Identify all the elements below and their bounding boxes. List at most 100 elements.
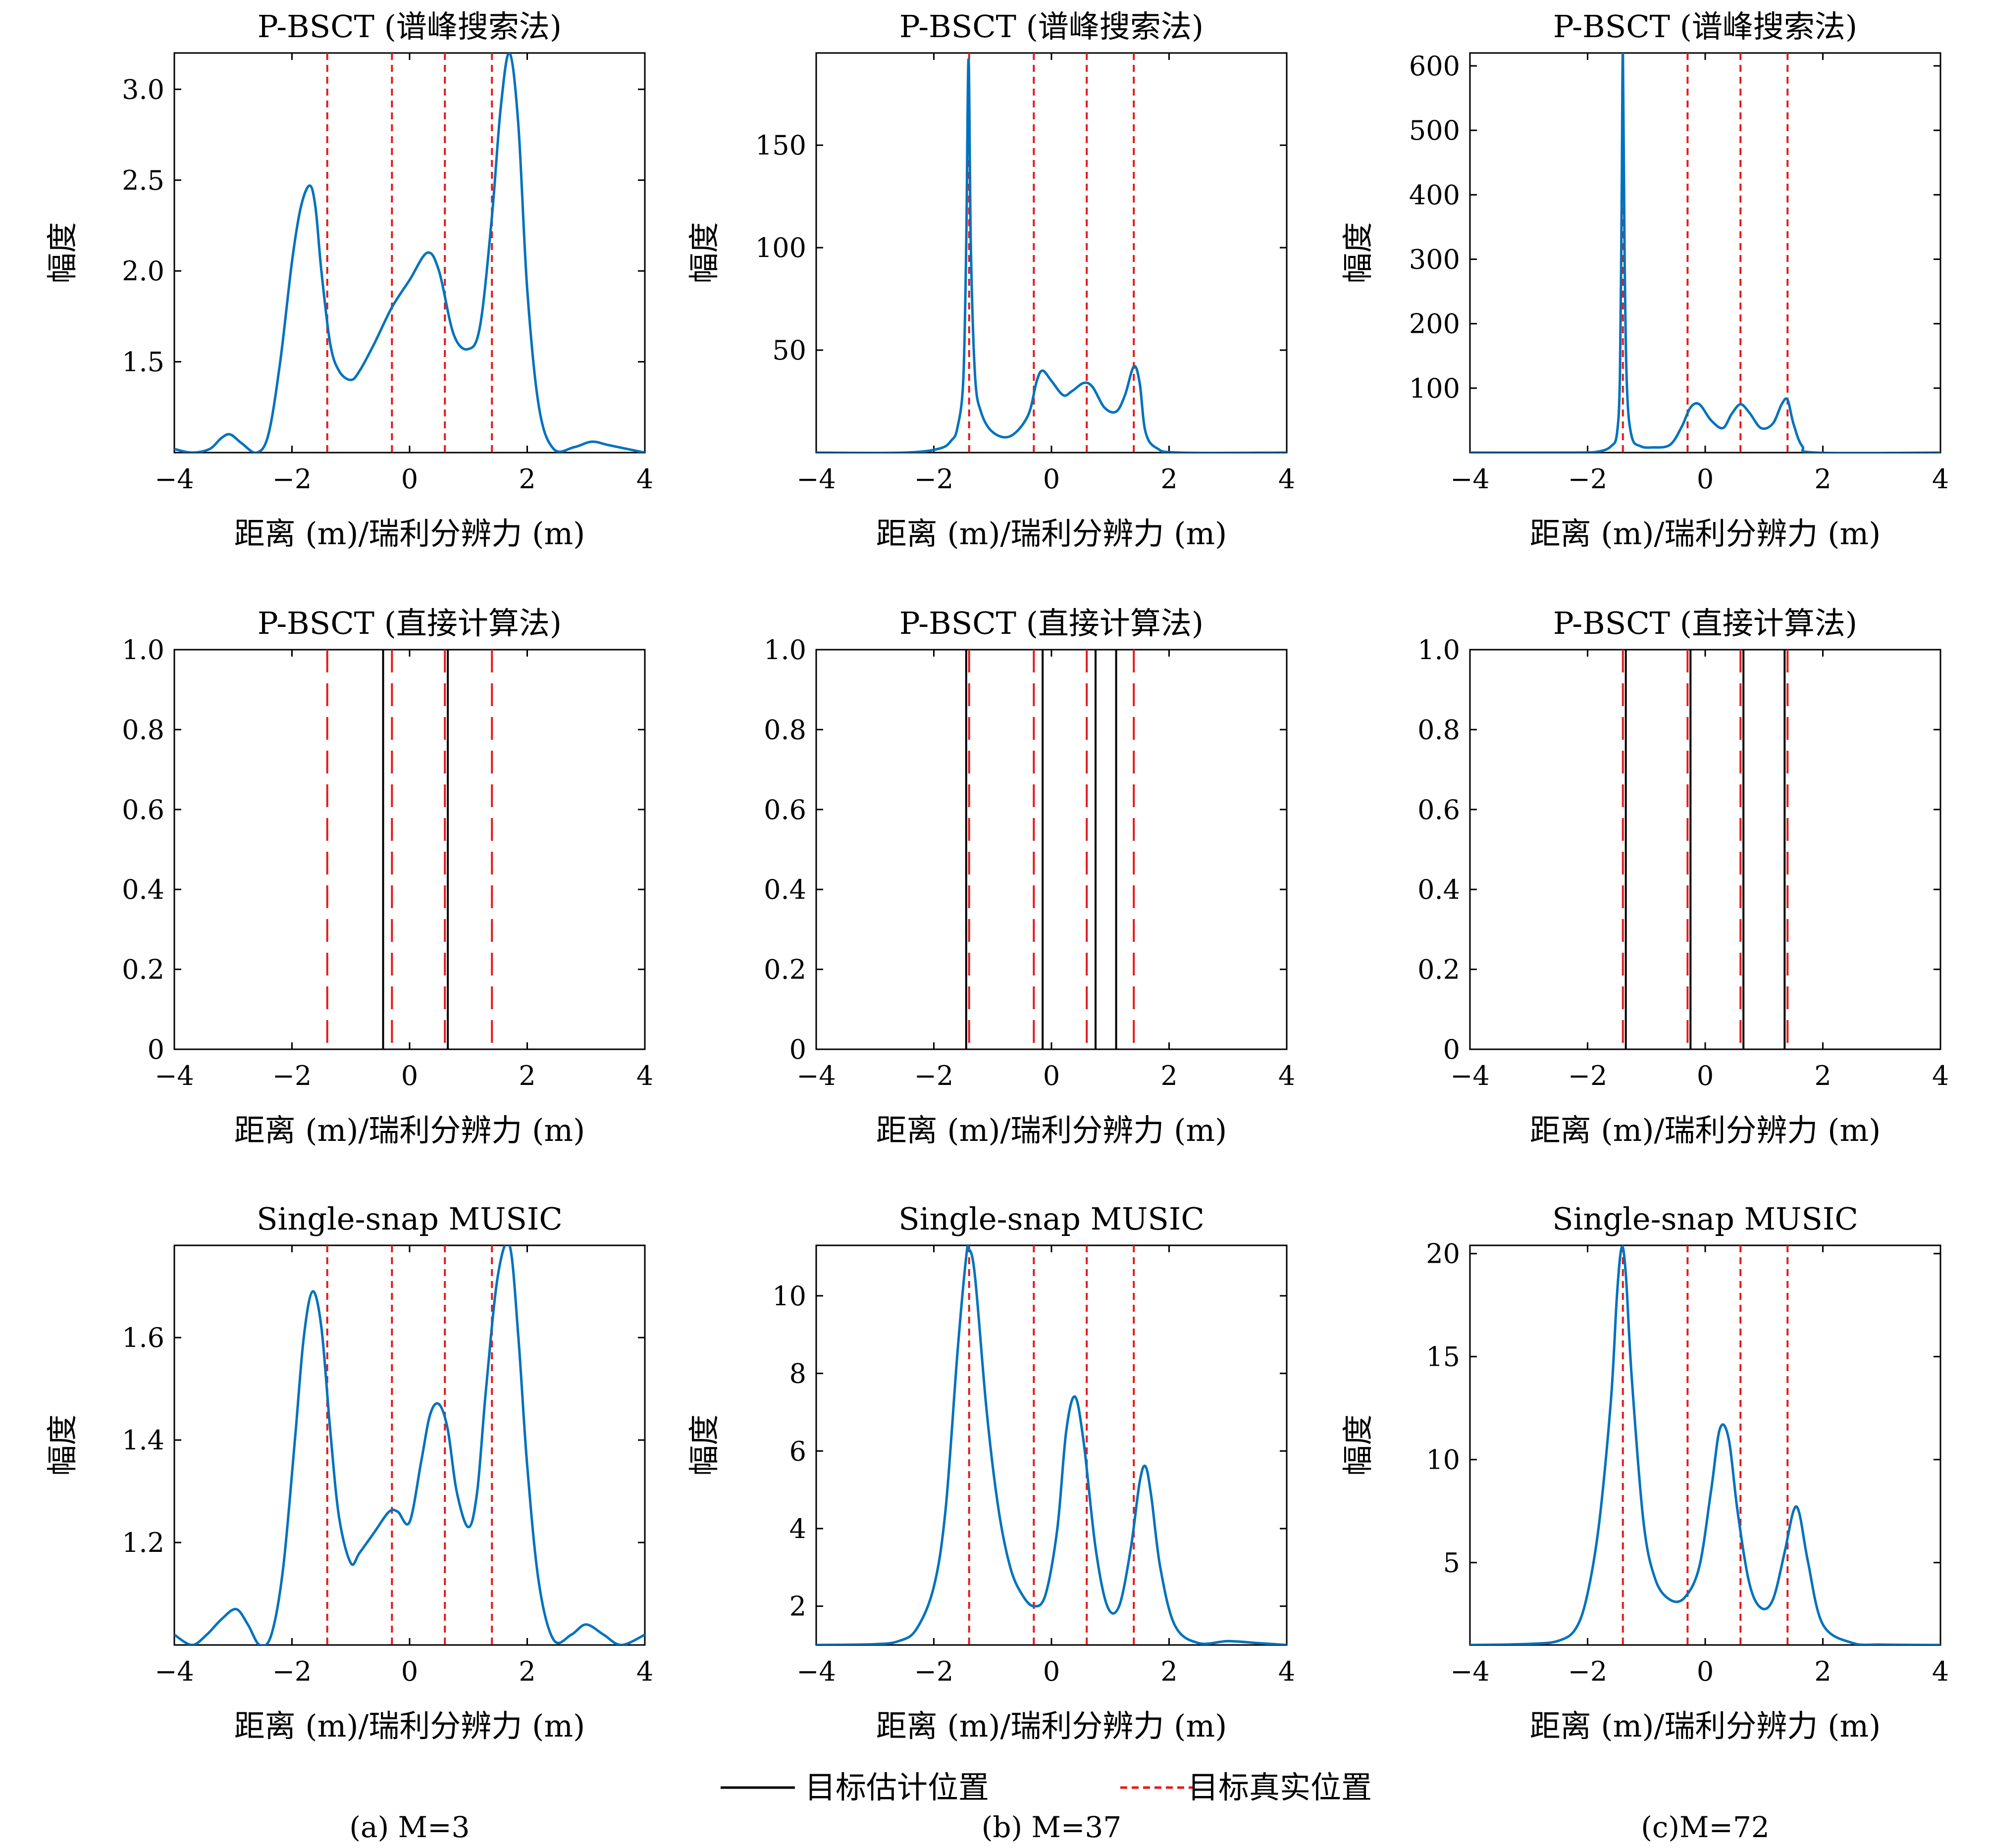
y-tick-label: 0.6 (1417, 794, 1460, 825)
y-axis-label: 幅度 (686, 1414, 722, 1476)
x-axis-label: 距离 (m)/瑞利分辨力 (m) (876, 515, 1227, 552)
x-tick-label: −4 (155, 463, 194, 495)
x-axis-label: 距离 (m)/瑞利分辨力 (m) (876, 1708, 1227, 1744)
x-axis-label: 距离 (m)/瑞利分辨力 (m) (1530, 1112, 1881, 1148)
chart-panel-2-1: −4 −2 0 2 4 2 4 6 8 10 Single-snap MUSIC 距离 (m)/瑞利分… (686, 1201, 1295, 1744)
chart-title: P-BSCT (直接计算法) (258, 605, 562, 641)
y-tick-label: 6 (789, 1436, 806, 1467)
x-axis-label: 距离 (m)/瑞利分辨力 (m) (1530, 1708, 1881, 1744)
y-tick-label: 0.4 (1417, 874, 1460, 905)
x-tick-label: −4 (1450, 1656, 1490, 1687)
x-tick-label: −2 (1568, 1060, 1608, 1091)
y-axis-label: 幅度 (1340, 222, 1376, 283)
chart-title: P-BSCT (谱峰搜索法) (1553, 8, 1857, 45)
x-tick-label: 2 (1160, 463, 1177, 495)
y-tick-label: 0.8 (1417, 714, 1460, 745)
y-tick-label: 10 (1426, 1444, 1460, 1476)
y-tick-label: 0.4 (764, 874, 806, 905)
spectrum-curve (816, 1245, 1287, 1645)
caption-c: (c)M=72 (1641, 1810, 1770, 1844)
spectrum-curve (1470, 53, 1940, 453)
caption-a: (a) M=3 (349, 1810, 470, 1844)
x-tick-label: −2 (914, 1060, 954, 1091)
y-tick-label: 0 (789, 1034, 806, 1065)
plot-frame (815, 52, 1288, 454)
y-tick-label: 4 (789, 1513, 806, 1544)
x-tick-label: 0 (1697, 1060, 1714, 1091)
x-tick-label: 4 (1932, 463, 1949, 495)
x-tick-label: −2 (1568, 1656, 1608, 1687)
x-tick-label: −2 (1568, 463, 1608, 495)
x-tick-label: 0 (401, 463, 418, 495)
x-axis-label: 距离 (m)/瑞利分辨力 (m) (234, 1112, 585, 1148)
chart-title: P-BSCT (谱峰搜索法) (899, 8, 1204, 45)
x-tick-label: −4 (796, 1656, 836, 1687)
chart-title: Single-snap MUSIC (257, 1201, 563, 1237)
plot-frame (173, 1244, 646, 1646)
y-tick-label: 5 (1443, 1547, 1460, 1579)
x-tick-label: −2 (272, 1060, 312, 1091)
x-tick-label: −4 (1450, 463, 1490, 495)
y-axis-label: 幅度 (44, 1414, 80, 1476)
plot-frame (1469, 1244, 1941, 1646)
x-tick-label: −4 (155, 1656, 194, 1687)
plot-frame (815, 1244, 1288, 1646)
x-tick-label: −4 (796, 1060, 836, 1091)
y-tick-label: 0.8 (122, 714, 164, 745)
x-axis-label: 距离 (m)/瑞利分辨力 (m) (234, 1708, 585, 1744)
y-tick-label: 1.5 (122, 347, 164, 378)
x-tick-label: 0 (1043, 1656, 1060, 1687)
y-tick-label: 100 (755, 232, 806, 263)
x-tick-label: 2 (519, 1656, 535, 1687)
legend-estimate-label: 目标估计位置 (805, 1769, 989, 1805)
x-tick-label: 0 (1697, 1656, 1714, 1687)
x-tick-label: −4 (155, 1060, 194, 1091)
y-tick-label: 8 (789, 1358, 806, 1389)
x-tick-label: −2 (272, 1656, 312, 1687)
y-tick-label: 1.6 (122, 1322, 164, 1353)
x-tick-label: −2 (914, 463, 954, 495)
x-tick-label: 0 (401, 1656, 418, 1687)
chart-panels: −4 −2 0 2 4 1.5 2.0 2.5 3.0 P-BSCT (谱峰搜索法) 距离 (m)/… (44, 8, 1949, 1744)
y-axis-label: 幅度 (686, 222, 722, 283)
legend-true-label: 目标真实位置 (1188, 1769, 1372, 1805)
y-tick-label: 100 (1409, 373, 1460, 404)
chart-panel-0-2: −4 −2 0 2 4 100 200 300 400 500 600 P-BSCT (谱峰搜索法) 距… (1340, 8, 1949, 552)
y-tick-label: 0 (148, 1034, 164, 1065)
x-tick-label: 2 (1814, 1060, 1831, 1091)
x-axis-label: 距离 (m)/瑞利分辨力 (m) (876, 1112, 1227, 1148)
y-tick-label: 15 (1426, 1341, 1460, 1373)
chart-panel-1-2: −4 −2 0 2 4 0 0.2 0.4 0.6 0.8 1.0 P-BSCT (直接计算法) 距离 … (1417, 605, 1949, 1148)
y-tick-label: 0.2 (764, 954, 806, 985)
x-axis-label: 距离 (m)/瑞利分辨力 (m) (1530, 515, 1881, 552)
x-tick-label: 2 (1160, 1656, 1177, 1687)
spectrum-curve (174, 53, 645, 453)
caption-b: (b) M=37 (982, 1810, 1122, 1844)
x-tick-label: 4 (1278, 1060, 1295, 1091)
x-tick-label: 2 (1160, 1060, 1177, 1091)
x-axis-label: 距离 (m)/瑞利分辨力 (m) (234, 515, 585, 552)
x-tick-label: −4 (796, 463, 836, 495)
x-tick-label: 0 (1697, 463, 1714, 495)
plot-frame (815, 649, 1288, 1050)
x-tick-label: 0 (1043, 1060, 1060, 1091)
y-tick-label: 1.0 (1417, 634, 1460, 666)
y-tick-label: 1.0 (764, 634, 806, 666)
y-tick-label: 600 (1409, 51, 1460, 82)
plot-frame (1469, 52, 1941, 454)
x-tick-label: 4 (1278, 463, 1295, 495)
y-tick-label: 2 (789, 1591, 806, 1622)
y-tick-label: 0.4 (122, 874, 164, 905)
spectrum-curve (174, 1245, 645, 1645)
chart-title: P-BSCT (谱峰搜索法) (258, 8, 562, 45)
y-axis-label: 幅度 (44, 222, 80, 283)
y-tick-label: 0.6 (122, 794, 164, 825)
plot-frame (173, 649, 646, 1050)
spectrum-curve (1470, 1245, 1940, 1645)
y-tick-label: 2.5 (122, 165, 164, 196)
y-tick-label: 0.2 (1417, 954, 1460, 985)
legend: 目标估计位置 目标真实位置 (721, 1769, 1372, 1805)
y-tick-label: 200 (1409, 308, 1460, 340)
x-tick-label: 4 (636, 463, 653, 495)
x-tick-label: −2 (914, 1656, 954, 1687)
